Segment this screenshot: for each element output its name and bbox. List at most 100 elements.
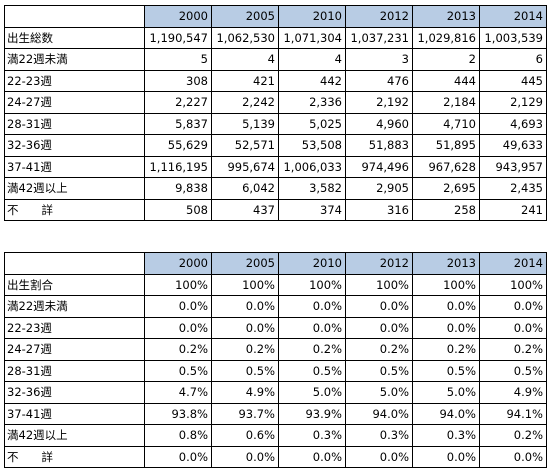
value-cell: 94.1% [479,402,547,425]
value-cell: 0.0% [211,295,279,318]
row-label-cell: 22-23週 [4,69,145,92]
value-cell: 0.0% [412,316,480,339]
row-label-cell: 満22週未満 [4,295,145,318]
value-cell: 0.0% [412,295,480,318]
table-row: 出生総数 1,190,547 1,062,530 1,071,304 1,037,231… [4,26,547,49]
table-row: 満42週以上 0.8% 0.6% 0.3% 0.3% 0.3% 0.2% [4,424,547,447]
value-cell: 51,895 [412,134,480,157]
value-cell: 0.0% [278,445,346,468]
value-cell: 0.0% [479,445,547,468]
row-label-cell: 満42週以上 [4,177,145,200]
value-cell: 4,960 [345,112,413,135]
value-cell: 1,003,539 [479,26,547,49]
value-cell: 1,029,816 [412,26,480,49]
value-cell: 0.5% [211,359,279,382]
value-cell: 100% [144,273,212,296]
value-cell: 53,508 [278,134,346,157]
value-cell: 258 [412,198,480,221]
row-label-cell: 37-41週 [4,155,145,178]
value-cell: 445 [479,69,547,92]
table-row: 37-41週 1,116,195 995,674 1,006,033 974,496 96… [4,155,547,178]
value-cell: 5,837 [144,112,212,135]
row-label-cell: 32-36週 [4,134,145,157]
value-cell: 2,129 [479,91,547,114]
value-cell: 0.2% [479,424,547,447]
corner-cell [4,5,145,28]
value-cell: 93.9% [278,402,346,425]
value-cell: 0.0% [211,316,279,339]
value-cell: 4,693 [479,112,547,135]
value-cell: 3,582 [278,177,346,200]
row-label-cell: 24-27週 [4,338,145,361]
value-cell: 476 [345,69,413,92]
birth-ratio-table: 2000 2005 2010 2012 2013 2014 出生割合 100% 100% 100%… [4,252,547,468]
row-label-cell: 28-31週 [4,359,145,382]
value-cell: 0.0% [144,316,212,339]
row-label-cell: 不 詳 [4,198,145,221]
table-row: 22-23週 0.0% 0.0% 0.0% 0.0% 0.0% 0.0% [4,316,547,339]
value-cell: 100% [278,273,346,296]
year-header-cell: 2000 [144,252,212,275]
value-cell: 94.0% [345,402,413,425]
value-cell: 316 [345,198,413,221]
header-row: 2000 2005 2010 2012 2013 2014 [4,252,547,275]
value-cell: 0.3% [412,424,480,447]
header-row: 2000 2005 2010 2012 2013 2014 [4,5,547,28]
value-cell: 0.0% [211,445,279,468]
value-cell: 421 [211,69,279,92]
row-label-cell: 28-31週 [4,112,145,135]
year-header-cell: 2010 [278,5,346,28]
table-row: 32-36週 55,629 52,571 53,508 51,883 51,895 49,6… [4,134,547,157]
table-row: 22-23週 308 421 442 476 444 445 [4,69,547,92]
year-header-cell: 2013 [412,252,480,275]
table-row: 28-31週 0.5% 0.5% 0.5% 0.5% 0.5% 0.5% [4,359,547,382]
value-cell: 5.0% [278,381,346,404]
value-cell: 0.0% [479,316,547,339]
value-cell: 374 [278,198,346,221]
value-cell: 93.7% [211,402,279,425]
table-row: 満22週未満 0.0% 0.0% 0.0% 0.0% 0.0% 0.0% [4,295,547,318]
value-cell: 0.3% [278,424,346,447]
value-cell: 1,037,231 [345,26,413,49]
value-cell: 55,629 [144,134,212,157]
table-row: 満22週未満 5 4 4 3 2 6 [4,48,547,71]
birth-counts-table: 2000 2005 2010 2012 2013 2014 出生総数 1,190,547 1,0… [4,5,547,221]
value-cell: 100% [479,273,547,296]
value-cell: 1,190,547 [144,26,212,49]
value-cell: 0.2% [278,338,346,361]
value-cell: 52,571 [211,134,279,157]
value-cell: 51,883 [345,134,413,157]
value-cell: 0.2% [479,338,547,361]
value-cell: 0.0% [479,295,547,318]
year-header-cell: 2014 [479,252,547,275]
value-cell: 0.5% [278,359,346,382]
value-cell: 4.9% [479,381,547,404]
value-cell: 4 [278,48,346,71]
value-cell: 4.7% [144,381,212,404]
value-cell: 967,628 [412,155,480,178]
table-row: 不 詳 0.0% 0.0% 0.0% 0.0% 0.0% 0.0% [4,445,547,468]
row-label-cell: 満42週以上 [4,424,145,447]
value-cell: 444 [412,69,480,92]
value-cell: 0.2% [211,338,279,361]
value-cell: 6 [479,48,547,71]
value-cell: 308 [144,69,212,92]
value-cell: 995,674 [211,155,279,178]
value-cell: 1,062,530 [211,26,279,49]
value-cell: 0.3% [345,424,413,447]
table-row: 32-36週 4.7% 4.9% 5.0% 5.0% 5.0% 4.9% [4,381,547,404]
table-row: 28-31週 5,837 5,139 5,025 4,960 4,710 4,693 [4,112,547,135]
row-label-cell: 不 詳 [4,445,145,468]
row-label-cell: 出生総数 [4,26,145,49]
value-cell: 49,633 [479,134,547,157]
value-cell: 2,242 [211,91,279,114]
year-header-cell: 2010 [278,252,346,275]
value-cell: 94.0% [412,402,480,425]
table-row: 24-27週 2,227 2,242 2,336 2,192 2,184 2,129 [4,91,547,114]
value-cell: 1,071,304 [278,26,346,49]
table-row: 24-27週 0.2% 0.2% 0.2% 0.2% 0.2% 0.2% [4,338,547,361]
value-cell: 0.0% [278,316,346,339]
year-header-cell: 2013 [412,5,480,28]
value-cell: 2 [412,48,480,71]
table-row: 37-41週 93.8% 93.7% 93.9% 94.0% 94.0% 94.1% [4,402,547,425]
